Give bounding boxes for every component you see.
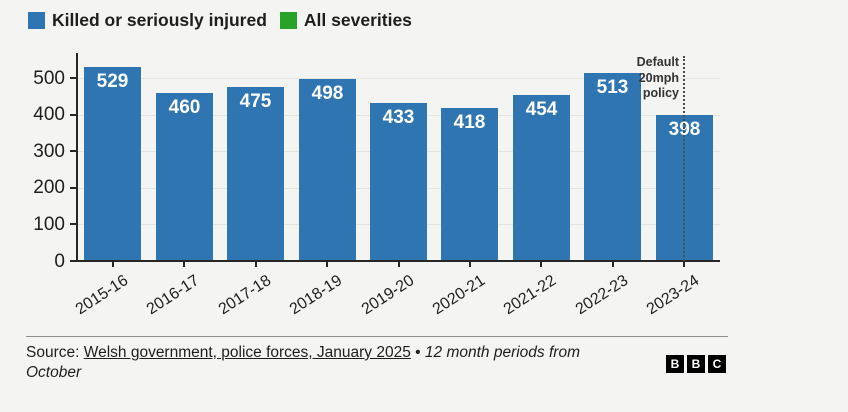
x-axis-tick-label: 2022-23 [572, 272, 632, 319]
x-axis-tick [254, 262, 257, 267]
bbc-logo: B B C [666, 355, 726, 373]
source-link[interactable]: Welsh government, police forces, January… [83, 344, 411, 361]
policy-annotation: Default 20mph policy [637, 55, 679, 102]
legend-swatch-green [279, 12, 297, 29]
source-note: 12 month periods from October [26, 344, 580, 381]
y-axis-tick [70, 150, 76, 153]
policy-reference-line [683, 56, 685, 261]
bar-2021-22 [513, 95, 570, 260]
bar-value-label: 498 [311, 83, 344, 104]
bar-2017-18 [227, 87, 284, 260]
x-axis [76, 260, 720, 262]
bar-value-label: 460 [168, 97, 201, 118]
x-axis-tick-label: 2021-22 [501, 272, 560, 319]
source-prefix: Source: [26, 344, 84, 361]
legend-item-all-severities: All severities [279, 10, 412, 31]
annotation-line: 20mph [638, 70, 679, 85]
x-axis-tick-label: 2017-18 [215, 272, 274, 319]
x-axis-tick [183, 262, 186, 267]
y-axis-tick [70, 77, 76, 79]
bar-value-label: 475 [239, 91, 272, 112]
bbc-logo-letter: C [708, 355, 726, 373]
bbc-logo-letter: B [687, 355, 705, 373]
bar-value-label: 418 [453, 112, 486, 133]
y-axis-tick-label: 100 [33, 213, 65, 235]
x-axis-tick-label: 2018-19 [286, 272, 346, 319]
x-axis-tick-label: 2020-21 [429, 272, 489, 319]
y-axis-tick-label: 0 [54, 250, 65, 272]
y-axis-tick [70, 223, 76, 226]
x-axis-tick [540, 262, 543, 267]
y-axis-tick [70, 113, 76, 116]
y-axis-tick [70, 186, 76, 189]
gridline-500 [77, 78, 720, 79]
bar-value-label: 433 [382, 107, 415, 128]
x-axis-tick [397, 262, 400, 267]
source-text: Source: Welsh government, police forces,… [26, 343, 626, 383]
footer-divider [26, 336, 728, 337]
x-axis-tick-label: 2015-16 [72, 272, 131, 319]
bar-2019-20 [370, 103, 427, 260]
bar-value-label: 529 [96, 71, 129, 92]
bar-2016-17 [156, 93, 213, 260]
y-axis [76, 53, 78, 262]
annotation-line: policy [642, 86, 679, 101]
source-separator: • [410, 344, 425, 361]
legend-label: Killed or seriously injured [52, 10, 267, 30]
annotation-line: Default [636, 55, 679, 69]
x-axis-tick [111, 262, 114, 267]
legend-item-killed-or-seriously-injured: Killed or seriously injured [28, 10, 267, 31]
x-axis-tick [468, 262, 471, 267]
bar-value-label: 513 [596, 77, 629, 98]
bar-2022-23 [584, 73, 641, 260]
bar-value-label: 454 [525, 99, 558, 120]
x-axis-tick-label: 2023-24 [644, 272, 703, 319]
bar-2018-19 [299, 79, 356, 260]
x-axis-tick-label: 2019-20 [358, 272, 417, 319]
bar-2020-21 [441, 108, 498, 260]
x-axis-tick-label: 2016-17 [143, 272, 203, 319]
y-axis-tick-label: 500 [33, 67, 65, 89]
x-axis-tick [611, 262, 614, 267]
legend: Killed or seriously injured All severiti… [28, 10, 412, 31]
bbc-logo-letter: B [666, 355, 684, 373]
bar-2015-16 [84, 67, 141, 260]
y-axis-tick [70, 260, 76, 262]
legend-label: All severities [303, 10, 412, 30]
y-axis-tick-label: 300 [33, 140, 65, 162]
x-axis-tick [326, 262, 329, 267]
x-axis-tick [683, 262, 686, 267]
y-axis-tick-label: 200 [33, 177, 65, 199]
y-axis-tick-label: 400 [33, 104, 65, 126]
legend-swatch-blue [28, 12, 45, 29]
